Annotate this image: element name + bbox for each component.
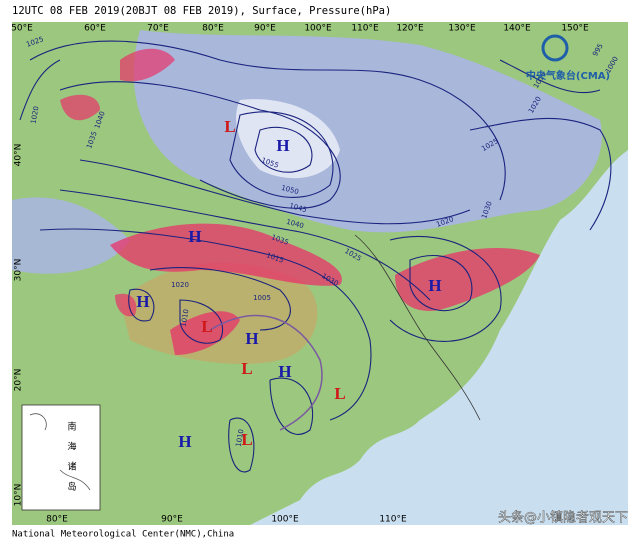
map-body [12, 22, 628, 525]
latitude-label: 20°N [14, 369, 24, 392]
isobar [269, 377, 314, 435]
isobar [19, 59, 61, 121]
longitude-label: 50°E [11, 24, 33, 34]
longitude-label: 90°E [254, 24, 276, 34]
isobar-label: 1010 [235, 429, 246, 448]
isobar [499, 59, 601, 94]
longitude-label: 110°E [351, 24, 379, 34]
longitude-label: 70°E [147, 24, 169, 34]
inset-label: 岛 [67, 481, 76, 493]
isobars [19, 40, 612, 473]
isobar-label: 1005 [253, 294, 271, 302]
border [209, 314, 323, 431]
longitude-label: 120°E [396, 24, 424, 34]
snow-cover [12, 197, 130, 274]
longitude-label: 100°E [271, 515, 299, 525]
pressure-center: H [276, 136, 289, 155]
longitude-label: 150°E [561, 24, 589, 34]
pressure-center: H [188, 227, 201, 246]
longitude-label: 80°E [202, 24, 224, 34]
latitude-label: 10°N [14, 484, 24, 507]
isobar-label: 1020 [171, 281, 189, 289]
pressure-center: H [278, 362, 291, 381]
isobar [39, 228, 372, 421]
isobar [469, 117, 612, 231]
precipitation [120, 48, 175, 82]
precipitation [170, 311, 240, 355]
pressure-center: H [136, 292, 149, 311]
isobar [179, 299, 223, 344]
latitude-label: 30°N [14, 259, 24, 282]
latitude-label: 40°N [14, 144, 24, 167]
clear-area [236, 99, 340, 179]
longitude-label: 110°E [379, 515, 407, 525]
snow-cover [133, 30, 602, 233]
pressure-center: H [178, 432, 191, 451]
longitude-label: 100°E [304, 24, 332, 34]
longitude-label: 130°E [448, 24, 476, 34]
isobar [409, 255, 473, 312]
coastline [354, 234, 481, 421]
longitude-label: 60°E [84, 24, 106, 34]
isobar [149, 267, 291, 331]
isobar [59, 81, 341, 209]
longitude-label: 90°E [161, 515, 183, 525]
isobar [79, 159, 471, 225]
longitude-label: 140°E [503, 24, 531, 34]
pressure-center: L [334, 384, 345, 403]
isobar-label: 1020 [30, 106, 41, 125]
watermark: 头条@小镇隐者观天下 [498, 510, 628, 526]
isobar [229, 111, 334, 198]
isobar-label: 1010 [180, 309, 191, 328]
isobar [389, 235, 502, 342]
south-china-sea-inset [21, 404, 101, 511]
isobar [29, 40, 506, 201]
cma-logo: 中央气象台(CMA) [526, 34, 610, 82]
inset-label: 海 [67, 441, 76, 453]
pressure-center: L [224, 117, 235, 136]
inset-coast [29, 413, 91, 491]
precipitation [60, 94, 100, 121]
isobar [254, 126, 313, 173]
pressure-center: L [241, 430, 252, 449]
precipitation [395, 247, 540, 311]
inset-label: 南 [67, 421, 76, 433]
logo-text: 中央气象台(CMA) [526, 69, 610, 82]
footer-credit: National Meteorological Center(NMC),Chin… [12, 530, 234, 540]
header-title: 12UTC 08 FEB 2019(20BJT 08 FEB 2019), Su… [12, 5, 391, 17]
logo-icon [541, 34, 569, 62]
pressure-center: H [428, 276, 441, 295]
isobar [128, 288, 155, 322]
pressure-center: L [241, 359, 252, 378]
isobar [59, 189, 431, 301]
precipitation [110, 223, 342, 286]
pressure-center: H [245, 329, 258, 348]
inset-label: 诸 [67, 462, 76, 473]
pressure-center: L [201, 317, 212, 336]
longitude-label: 80°E [46, 515, 68, 525]
isobar [228, 417, 255, 473]
